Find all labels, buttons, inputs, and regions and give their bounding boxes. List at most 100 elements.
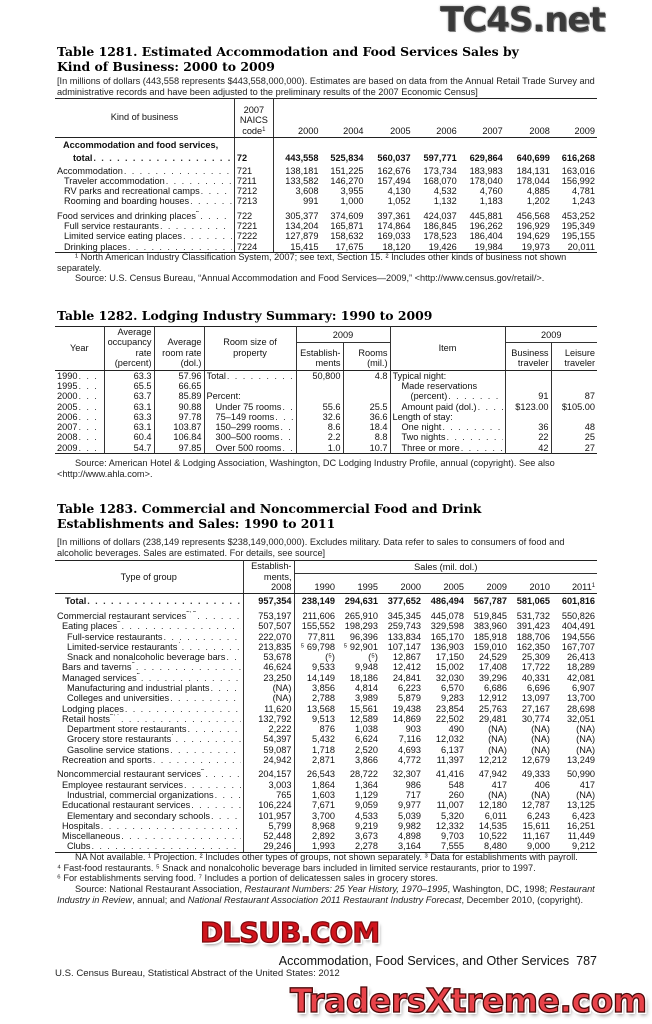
occupancy-cell: 54.7 bbox=[104, 442, 155, 454]
value-cell: 186,404 bbox=[469, 231, 503, 242]
value-cell: 178,044 bbox=[516, 175, 550, 186]
table-row: Retail hosts 2, 7 . . . . . . . . . . . .… bbox=[55, 713, 597, 725]
spacer-cell bbox=[243, 765, 295, 770]
row-label: Total . . . . . . . . . . . . . . . . . … bbox=[55, 593, 244, 607]
value-cell: 1,243 bbox=[572, 196, 595, 207]
row-label-text: total bbox=[73, 153, 93, 164]
value-cell: 146,270 bbox=[330, 175, 364, 186]
table-row: Noncommercial restaurant services 2 . . .… bbox=[55, 769, 597, 780]
col-header-occupancy: Average occupancy rate (percent) bbox=[104, 326, 155, 371]
establishments-cell: 957,354 bbox=[243, 593, 295, 607]
label-wrap: Made reservations bbox=[393, 381, 503, 391]
table-row: 1990 . . . . . . . . . . . . . . . . . .… bbox=[55, 370, 597, 381]
value-cell: 32,307 bbox=[392, 769, 421, 780]
value-cell: 169,033 bbox=[377, 231, 411, 242]
establishments-cell: 5,799 bbox=[243, 820, 295, 832]
value-cell: 456,568 bbox=[516, 210, 550, 221]
row-label-text: Bars and taverns bbox=[62, 662, 132, 673]
business-cell: 42 bbox=[505, 442, 552, 454]
value-cell: 49,333 bbox=[521, 769, 550, 780]
dot-leader: . . . . . . . . . . . . . . . . . . . . … bbox=[121, 831, 240, 842]
value-cell: 42,081 bbox=[566, 672, 596, 683]
label-wrap: Drinking places . . . . . . . . . . . . … bbox=[57, 242, 232, 252]
item-text: Amount paid (dol.) bbox=[401, 401, 477, 412]
label-wrap: Miscellaneous . . . . . . . . . . . . . … bbox=[57, 831, 241, 841]
value-cell: 17,722 bbox=[521, 662, 550, 673]
establishments-cell: 507,507 bbox=[243, 621, 295, 632]
establishments-cell: (NA) bbox=[243, 682, 295, 694]
establishments-cell: 53,678 bbox=[243, 652, 295, 663]
value-cell: 173,734 bbox=[423, 165, 457, 176]
value-cell: 3,673 bbox=[355, 831, 378, 842]
leisure-cell: $105.00 bbox=[561, 401, 596, 412]
table-row: Hospitals . . . . . . . . . . . . . . . … bbox=[55, 820, 597, 832]
value-cell: 174,864 bbox=[377, 220, 411, 231]
value-cell: 4,781 bbox=[572, 186, 595, 197]
row-label: Limited-service restaurants 4 . . . . . .… bbox=[55, 641, 244, 653]
table-row: Elementary and secondary schools . . . .… bbox=[55, 810, 597, 821]
value-cell: 1,038 bbox=[355, 724, 378, 735]
label-wrap: One night . . . . . . . . . . . . . . . … bbox=[393, 422, 503, 432]
value-cell: 305,377 bbox=[285, 210, 319, 221]
business-cell bbox=[505, 370, 552, 381]
value-cell: 194,629 bbox=[516, 231, 550, 242]
col-header-year: 2005 bbox=[423, 573, 466, 595]
source-title: Restaurant Industry in Review bbox=[57, 884, 595, 905]
spacer-cell bbox=[320, 138, 365, 152]
value-cell: 18,120 bbox=[382, 241, 411, 252]
col-header-room-rate: Average room rate (dol.) bbox=[154, 326, 205, 371]
table-row: Clubs . . . . . . . . . . . . . . . . . … bbox=[55, 841, 597, 853]
value-cell: 9,982 bbox=[398, 820, 421, 831]
spacer-cell bbox=[234, 137, 274, 152]
label-wrap: Manufacturing and industrial plants . . … bbox=[57, 683, 241, 693]
row-label-text: Manufacturing and industrial plants bbox=[67, 682, 210, 693]
rooms-cell: 36.6 bbox=[343, 411, 391, 423]
col-header-year: 2005 bbox=[365, 98, 413, 138]
table-1281-footnotes: ¹ North American Industry Classification… bbox=[57, 252, 567, 273]
value-cell: 3,856 bbox=[312, 682, 335, 693]
dot-leader: . . . . . . . . . . . . . . . . . . . . … bbox=[197, 610, 241, 621]
dot-leader: . . . . . . . . . . . . . . . . . . . . … bbox=[226, 652, 240, 663]
year-cell: 2000 . . . . . . . . . . . . . . . . . .… bbox=[55, 391, 105, 402]
value-cell: 550,826 bbox=[561, 610, 596, 621]
value-cell: 12,912 bbox=[478, 693, 507, 704]
establishments-cell: 222,070 bbox=[243, 631, 295, 642]
year-cell: 1995 . . . . . . . . . . . . . . . . . .… bbox=[55, 380, 105, 392]
value-cell: 6,907 bbox=[572, 682, 596, 693]
row-spacer bbox=[55, 206, 597, 211]
dot-leader: . . . . . . . . . . . . . . . . . . . . … bbox=[190, 196, 232, 207]
source-title: Restaurant Numbers: 25 Year History, 197… bbox=[244, 884, 448, 895]
establishments-cell bbox=[296, 380, 344, 392]
label-wrap: Eating places 2 . . . . . . . . . . . . .… bbox=[57, 621, 241, 631]
value-cell: 15,611 bbox=[522, 820, 550, 831]
row-label: Hospitals . . . . . . . . . . . . . . . … bbox=[55, 820, 244, 832]
value-cell: 40,331 bbox=[521, 672, 550, 683]
establishments-cell: 50,800 bbox=[296, 370, 344, 381]
year-cell: 2006 . . . . . . . . . . . . . . . . . .… bbox=[55, 411, 105, 423]
watermark-dlsub: DLSUB.COM bbox=[199, 916, 380, 949]
room-rate-cell: 103.87 bbox=[154, 422, 205, 433]
col-header-year: 2000 bbox=[273, 98, 321, 138]
label-wrap: Rooming and boarding houses . . . . . . … bbox=[57, 196, 232, 206]
establishments-cell: 101,957 bbox=[243, 810, 295, 821]
establishments-cell: 2,222 bbox=[243, 724, 295, 735]
establishments-cell: 2.2 bbox=[296, 432, 344, 443]
value-cell: (NA) bbox=[576, 744, 596, 755]
establishments-cell: 753,197 bbox=[243, 610, 295, 622]
table-1282-source: Source: American Hotel & Lodging Associa… bbox=[57, 458, 555, 479]
col-group-2009: 2009 bbox=[505, 326, 598, 343]
row-label-text: Total bbox=[65, 595, 87, 606]
value-cell: 9,000 bbox=[527, 841, 550, 852]
room-rate-cell: 97.85 bbox=[154, 442, 205, 454]
table-1283-footnotes: NA Not available. ¹ Projection. ² Includ… bbox=[57, 852, 602, 906]
value-cell: 15,002 bbox=[435, 662, 464, 673]
value-cell: 5,320 bbox=[441, 810, 464, 821]
rooms-cell: 25.5 bbox=[343, 401, 391, 412]
value-cell: 14,535 bbox=[478, 820, 507, 831]
value-cell: 9,948 bbox=[355, 662, 378, 673]
value-cell: 259,743 bbox=[387, 621, 421, 632]
value-cell: 4,532 bbox=[433, 186, 457, 197]
row-label-text: Grocery store restaurants bbox=[67, 734, 172, 745]
value-cell: 184,131 bbox=[516, 165, 550, 176]
value-cell: 159,010 bbox=[473, 641, 507, 652]
